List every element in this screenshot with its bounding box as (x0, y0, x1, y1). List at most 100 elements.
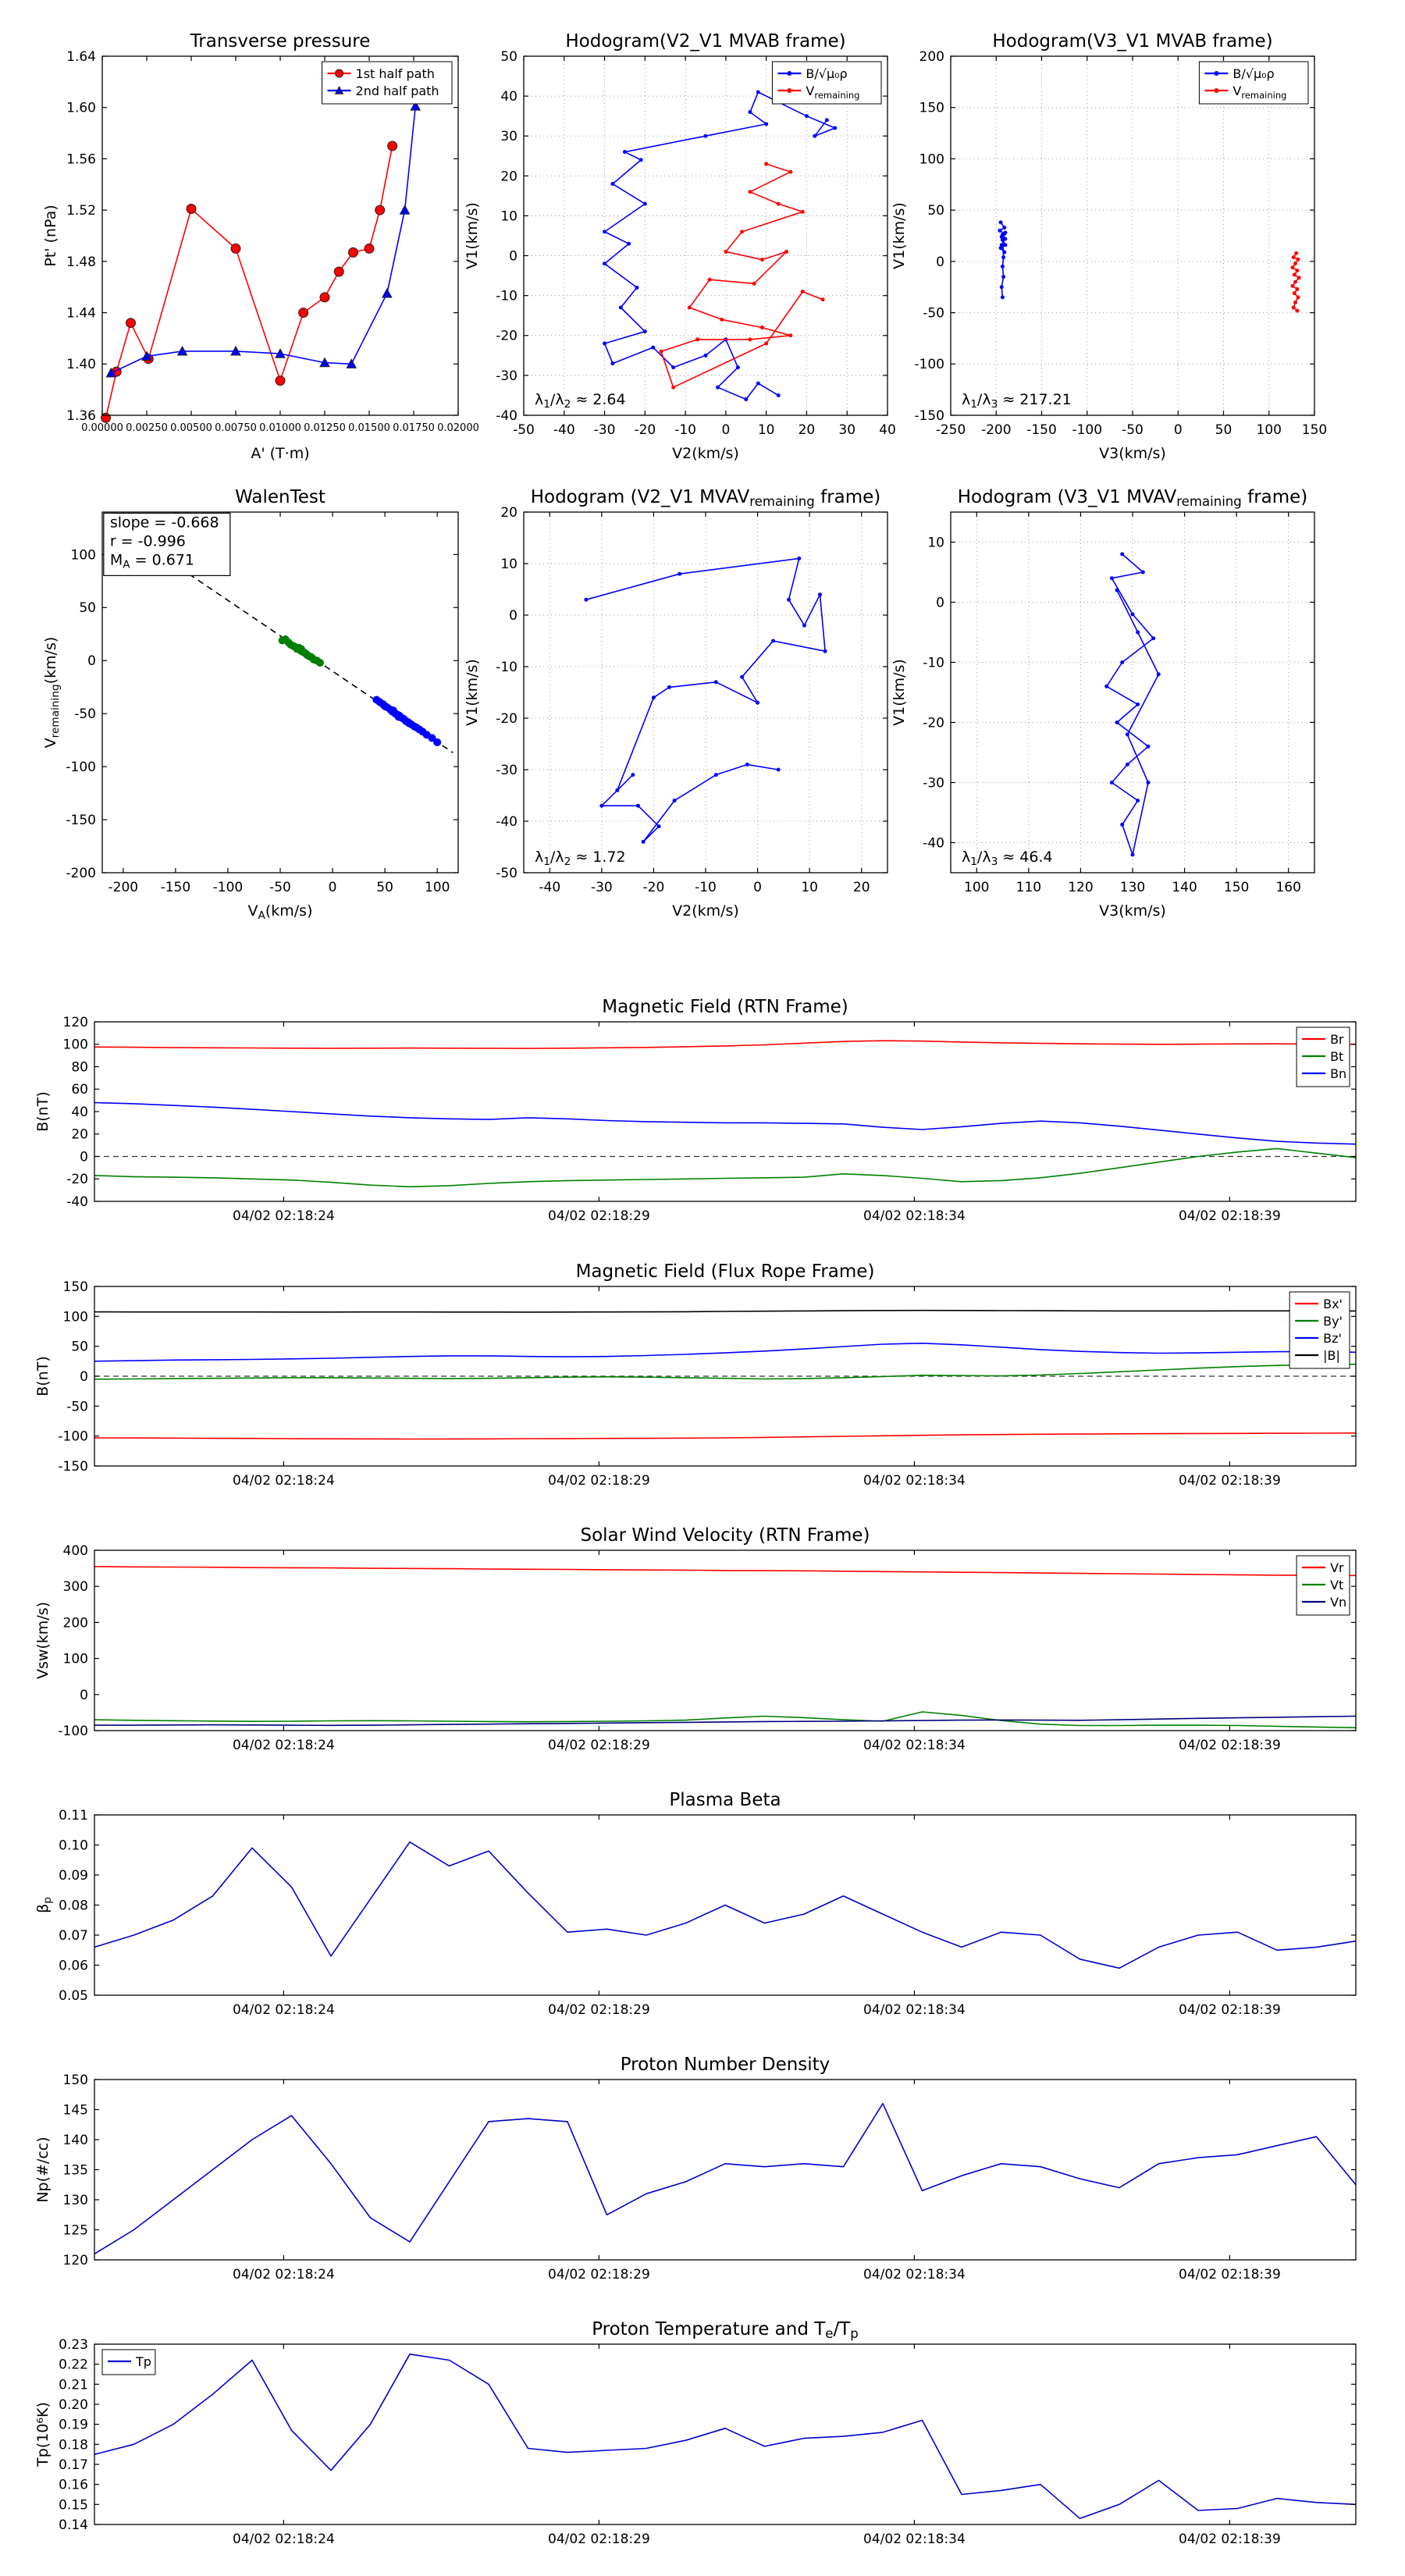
x-tick-label: 0 (329, 880, 337, 895)
y-tick-label: 1.36 (66, 408, 96, 424)
x-tick-label: 04/02 02:18:29 (548, 2002, 650, 2018)
y-axis-label: B(nT) (34, 1356, 52, 1397)
y-tick-label: 20 (71, 1127, 88, 1143)
x-tick-label: 0.01250 (304, 422, 346, 434)
y-tick-label: -40 (923, 835, 944, 851)
x-tick-label: -30 (591, 880, 613, 895)
y-tick-label: 100 (71, 547, 96, 563)
legend-label: B/√μ₀ρ (806, 66, 847, 81)
y-tick-label: 0 (87, 653, 96, 669)
x-tick-label: 50 (376, 880, 393, 895)
x-tick-label: -150 (161, 880, 191, 895)
x-tick-label: 04/02 02:18:24 (233, 1208, 335, 1224)
y-tick-label: 0.23 (59, 2337, 88, 2353)
x-tick-label: 04/02 02:18:39 (1179, 1473, 1281, 1489)
y-tick-label: -50 (74, 706, 96, 722)
x-tick-label: 0 (753, 880, 762, 895)
y-axis-label: Pt' (nPa) (42, 205, 59, 266)
x-tick-label: 0.00000 (81, 422, 123, 434)
x-tick-label: 50 (1215, 422, 1232, 438)
y-tick-label: -100 (58, 1724, 88, 1739)
svg-text:λ1/λ2 ≈ 1.72: λ1/λ2 ≈ 1.72 (535, 849, 626, 868)
chart-magnetic-field-rtn: 04/02 02:18:24 04/02 02:18:29 04/02 02:18:… (34, 997, 1357, 1224)
legend-label: Bx' (1323, 1297, 1343, 1311)
y-tick-label: 80 (71, 1059, 88, 1075)
x-tick-label: 10 (801, 880, 818, 895)
y-tick-label: 0 (509, 249, 518, 265)
x-tick-label: -250 (936, 422, 966, 438)
x-tick-label: 04/02 02:18:29 (548, 1473, 650, 1489)
y-tick-label: 125 (63, 2222, 88, 2238)
x-tick-label: 0.02000 (437, 422, 479, 434)
x-tick-label: 150 (1224, 880, 1249, 895)
chart-title: Hodogram(V2_V1 MVAB frame) (565, 31, 845, 52)
y-tick-label: 40 (500, 89, 518, 105)
y-tick-label: -150 (58, 1459, 88, 1475)
y-tick-label: 0 (80, 1149, 88, 1165)
x-tick-label: 0 (721, 422, 730, 438)
chart-title: Hodogram (V3_V1 MVAVremaining frame) (958, 487, 1308, 509)
legend: B/√μ₀ρ Vremaining (771, 61, 882, 105)
legend-label: Vr (1330, 1560, 1344, 1575)
y-tick-label: 100 (63, 1652, 88, 1667)
y-tick-label: 0.05 (59, 1988, 88, 2004)
y-tick-label: 0 (80, 1369, 88, 1385)
y-tick-label: -20 (923, 715, 944, 731)
x-tick-label: 04/02 02:18:29 (548, 1738, 650, 1753)
y-tick-label: 0.06 (59, 1958, 88, 1973)
annotation: λ1/λ3 ≈ 217.21 (962, 391, 1072, 411)
chart-magnetic-field-flux-rope: 04/02 02:18:24 04/02 02:18:29 04/02 02:18:… (34, 1261, 1357, 1489)
x-axis-label: VA(km/s) (248, 902, 313, 922)
y-tick-label: -200 (66, 866, 96, 881)
y-axis-label: βp (34, 1897, 54, 1913)
series-2nd half path (105, 101, 422, 378)
y-tick-label: 0.14 (59, 2517, 88, 2533)
svg-text:λ1/λ2 ≈ 2.64: λ1/λ2 ≈ 2.64 (535, 391, 626, 411)
series-V_{remaining} (1290, 251, 1301, 313)
y-axis-label: Np(#/cc) (34, 2137, 52, 2202)
series-Bx' (94, 1432, 1357, 1440)
y-tick-label: 0.09 (59, 1868, 88, 1884)
y-axis-label: V1(km/s) (891, 202, 908, 269)
y-tick-label: -150 (66, 813, 96, 828)
series-Vr (94, 1566, 1357, 1577)
y-tick-label: -50 (496, 866, 518, 881)
series-second-half-points (372, 696, 442, 746)
x-axis-label: V3(km/s) (1099, 902, 1166, 920)
x-tick-label: 04/02 02:18:34 (863, 2002, 966, 2018)
legend-label: |B| (1323, 1348, 1340, 1363)
y-tick-label: 30 (500, 129, 518, 144)
y-tick-label: 100 (919, 151, 944, 167)
x-tick-label: 04/02 02:18:34 (863, 1473, 966, 1489)
y-axis-label: Tp(10⁶K) (34, 2402, 52, 2467)
y-tick-label: 1.60 (66, 101, 96, 116)
x-tick-label: 100 (425, 880, 450, 895)
y-tick-label: 20 (500, 169, 518, 184)
legend-label: Br (1330, 1032, 1344, 1047)
y-tick-label: 140 (63, 2133, 88, 2148)
series-V_{remaining} (659, 162, 825, 390)
y-tick-label: 0.11 (59, 1808, 88, 1823)
y-tick-label: 120 (63, 2253, 88, 2268)
chart-transverse-pressure: 0.00000 0.00250 0.00500 0.00750 0.01000 0.012… (42, 31, 479, 462)
x-tick-label: 04/02 02:18:39 (1179, 1208, 1281, 1224)
y-tick-label: 0 (80, 1688, 88, 1703)
x-tick-label: 04/02 02:18:29 (548, 1208, 650, 1224)
x-tick-label: 04/02 02:18:34 (863, 2267, 966, 2282)
y-tick-label: 50 (79, 600, 96, 616)
y-axis-label: V1(km/s) (891, 659, 908, 726)
x-tick-label: 04/02 02:18:39 (1179, 2532, 1281, 2547)
y-tick-label: -50 (923, 306, 944, 322)
y-tick-label: 0.08 (59, 1898, 88, 1913)
y-tick-label: 1.44 (66, 306, 96, 322)
y-tick-label: 0 (936, 595, 944, 610)
chart-hodogram-v2v1-mvab: -50 -40 -30 -20 -10 0 10 20 30 40-40-30-20-100102… (464, 31, 896, 462)
y-tick-label: 200 (919, 49, 944, 65)
y-tick-label: 10 (500, 208, 518, 224)
chart-title: Hodogram (V2_V1 MVAVremaining frame) (531, 487, 881, 509)
x-tick-label: 40 (879, 422, 896, 438)
chart-title: Magnetic Field (RTN Frame) (602, 997, 848, 1017)
x-tick-label: -50 (1122, 422, 1144, 438)
y-tick-label: 150 (919, 101, 944, 116)
